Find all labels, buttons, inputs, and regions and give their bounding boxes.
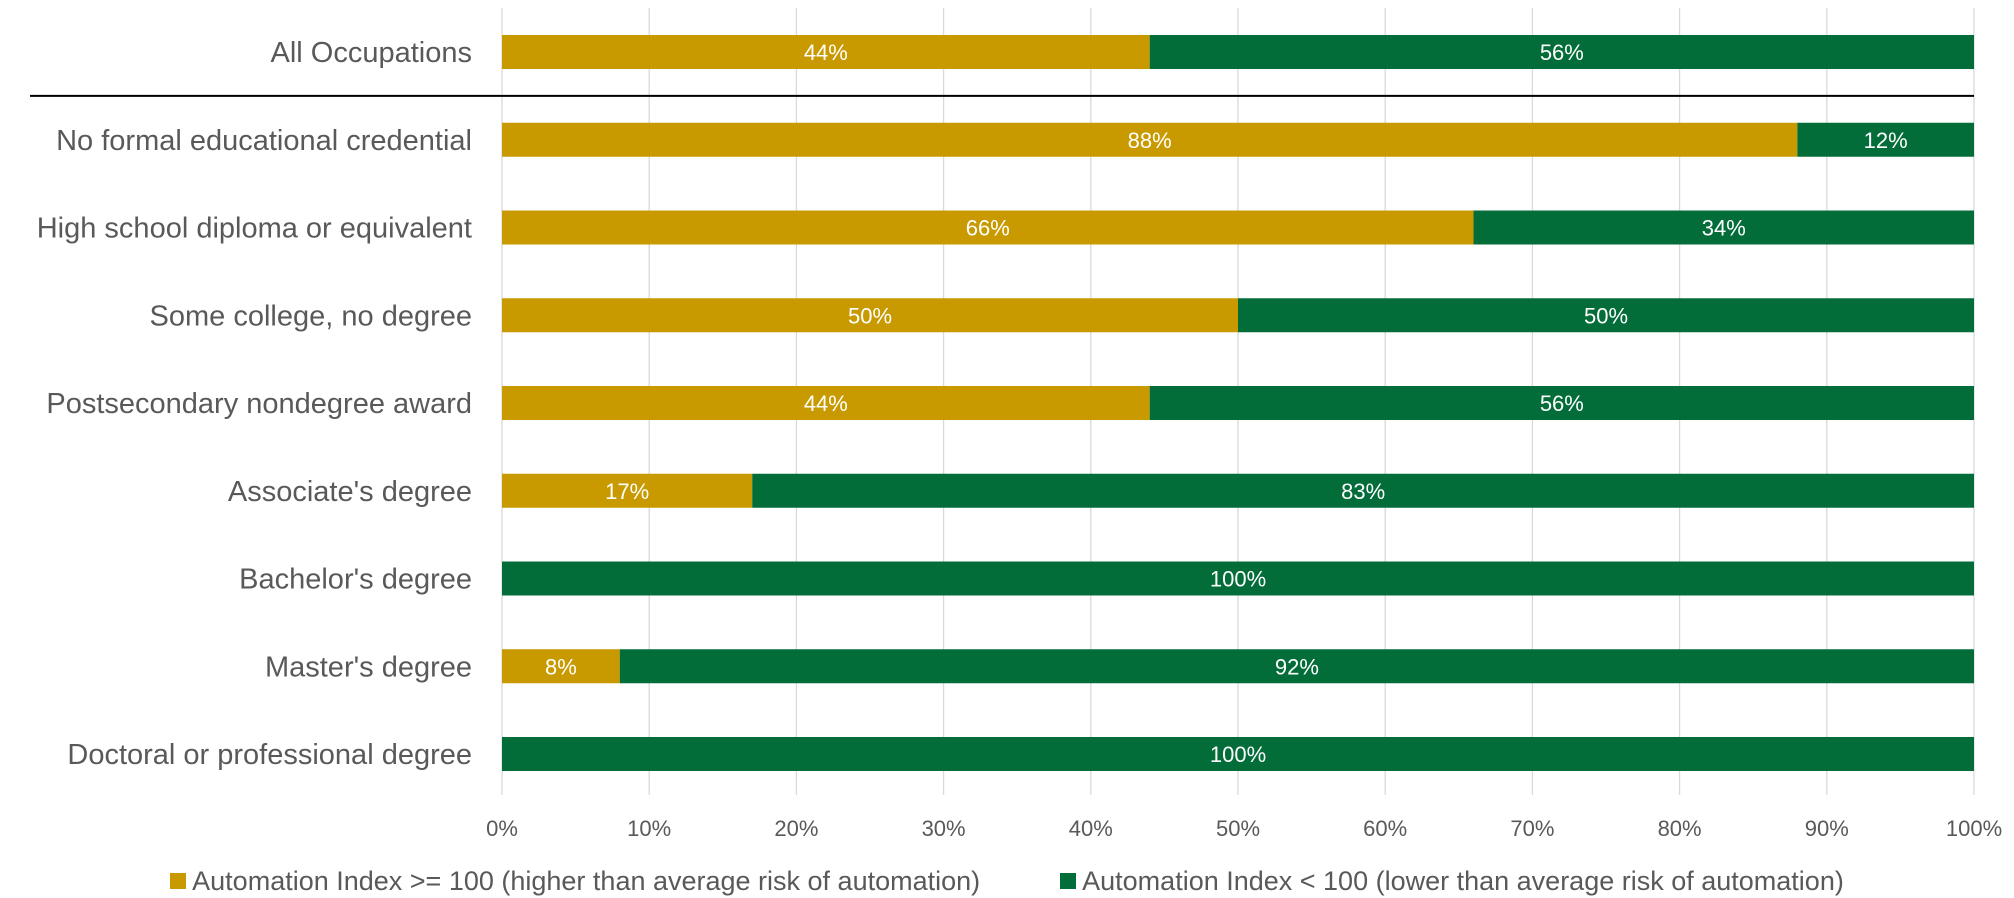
data-label: 100% bbox=[1210, 742, 1266, 767]
data-label: 100% bbox=[1210, 567, 1266, 592]
bar-row: All Occupations 44% 56% bbox=[271, 35, 1974, 69]
category-label: Postsecondary nondegree award bbox=[46, 388, 472, 420]
x-tick-label: 10% bbox=[627, 816, 671, 841]
category-label: High school diploma or equivalent bbox=[37, 213, 472, 245]
x-tick-label: 20% bbox=[774, 816, 818, 841]
x-axis-ticks: 0% 10% 20% 30% 40% 50% 60% 70% 80% 90% 100% bbox=[486, 816, 2002, 841]
x-tick-label: 100% bbox=[1946, 816, 2002, 841]
data-label: 66% bbox=[966, 216, 1010, 241]
category-label: Bachelor's degree bbox=[239, 564, 472, 596]
x-tick-label: 50% bbox=[1216, 816, 1260, 841]
bar-segment-high-risk bbox=[502, 298, 1238, 333]
category-label: Master's degree bbox=[265, 651, 472, 683]
x-tick-label: 80% bbox=[1658, 816, 1702, 841]
x-tick-label: 60% bbox=[1363, 816, 1407, 841]
x-tick-label: 70% bbox=[1510, 816, 1554, 841]
legend: Automation Index >= 100 (higher than ave… bbox=[0, 864, 2014, 898]
data-label: 44% bbox=[804, 391, 848, 416]
x-tick-label: 90% bbox=[1805, 816, 1849, 841]
legend-label-low-risk: Automation Index < 100 (lower than avera… bbox=[1082, 865, 1844, 896]
bar-row: No formal educational credential 88% 12% bbox=[56, 122, 1974, 157]
bar-segment-high-risk bbox=[502, 122, 1798, 157]
bar-row: Some college, no degree 50% 50% bbox=[150, 298, 1974, 333]
legend-swatch-low-risk bbox=[1060, 873, 1077, 889]
category-label: Associate's degree bbox=[228, 476, 472, 508]
legend-label-high-risk: Automation Index >= 100 (higher than ave… bbox=[192, 865, 981, 896]
x-tick-label: 30% bbox=[922, 816, 966, 841]
legend-item-high-risk: Automation Index >= 100 (higher than ave… bbox=[170, 866, 980, 897]
category-label: All Occupations bbox=[271, 37, 473, 69]
bar-segment-high-risk bbox=[502, 473, 753, 508]
bar-segment-high-risk bbox=[502, 210, 1474, 245]
category-label: No formal educational credential bbox=[56, 125, 472, 157]
data-label: 50% bbox=[848, 303, 892, 328]
bar-segment-low-risk bbox=[502, 561, 1974, 596]
data-label: 12% bbox=[1864, 128, 1908, 153]
bar-row: High school diploma or equivalent 66% 34% bbox=[37, 210, 1974, 245]
category-label: Some college, no degree bbox=[150, 300, 472, 332]
x-tick-label: 0% bbox=[486, 816, 518, 841]
bar-row: Associate's degree 17% 83% bbox=[228, 473, 1974, 508]
bar-segment-low-risk bbox=[1238, 298, 1974, 333]
bar-row: Master's degree 8% 92% bbox=[265, 649, 1974, 684]
bar-segment-low-risk bbox=[502, 737, 1974, 771]
data-label: 88% bbox=[1128, 128, 1172, 153]
bar-segment-high-risk bbox=[502, 386, 1150, 420]
data-label: 56% bbox=[1540, 40, 1584, 65]
data-label: 17% bbox=[605, 479, 649, 504]
bar-segment-low-risk bbox=[752, 473, 1974, 508]
bar-row: Doctoral or professional degree 100% bbox=[67, 737, 1974, 771]
bar-segment-high-risk bbox=[502, 649, 620, 684]
data-label: 83% bbox=[1341, 479, 1385, 504]
data-label: 56% bbox=[1540, 391, 1584, 416]
legend-swatch-high-risk bbox=[170, 873, 187, 889]
legend-item-low-risk: Automation Index < 100 (lower than avera… bbox=[1060, 866, 1844, 897]
category-label: Doctoral or professional degree bbox=[67, 739, 472, 771]
data-label: 50% bbox=[1584, 303, 1628, 328]
bar-segment-low-risk bbox=[619, 649, 1974, 684]
bar-segment-low-risk bbox=[1149, 35, 1974, 69]
data-label: 34% bbox=[1702, 216, 1746, 241]
data-label: 92% bbox=[1275, 654, 1319, 679]
bar-segment-low-risk bbox=[1473, 210, 1974, 245]
bar-segment-low-risk bbox=[1149, 386, 1974, 420]
bar-segment-high-risk bbox=[502, 35, 1150, 69]
x-tick-label: 40% bbox=[1069, 816, 1113, 841]
bar-segment-low-risk bbox=[1797, 122, 1974, 157]
bar-row: Postsecondary nondegree award 44% 56% bbox=[46, 386, 1974, 420]
bar-row: Bachelor's degree 100% bbox=[239, 561, 1974, 596]
data-label: 44% bbox=[804, 40, 848, 65]
data-label: 8% bbox=[545, 654, 577, 679]
